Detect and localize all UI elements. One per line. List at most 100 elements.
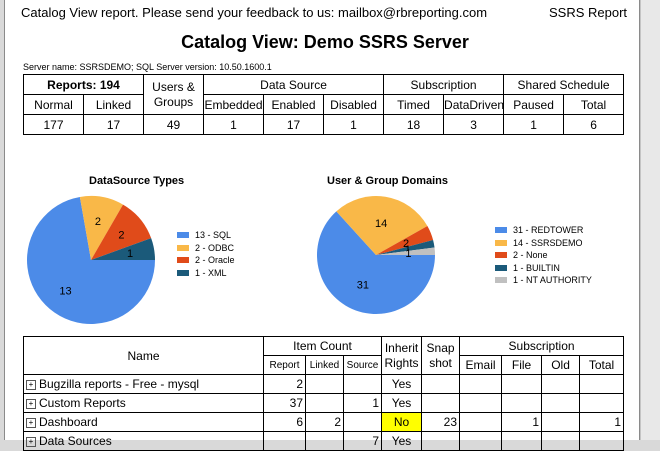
cell-source (342, 374, 383, 394)
legend-swatch (177, 232, 189, 239)
reports-header: Reports: 194 (22, 74, 145, 95)
stat-subheader: Embedded (203, 94, 265, 115)
pie-slice (317, 211, 435, 314)
row-name[interactable]: Custom Reports (39, 396, 126, 410)
slice-label: 31 (357, 280, 369, 292)
cell-file (501, 374, 543, 394)
data-source-header: Data Source (203, 74, 385, 95)
cell-source: 1 (342, 393, 383, 413)
col-subscription-header: Subscription (459, 336, 625, 356)
cell-email (459, 431, 503, 451)
col-source-header: Source (342, 355, 383, 375)
row-name[interactable]: Data Sources (39, 434, 112, 448)
expand-icon[interactable]: + (26, 398, 36, 409)
stat-value: 17 (263, 114, 325, 135)
legend-item: 31 - REDTOWER (495, 224, 592, 237)
cell-old (541, 393, 581, 413)
chart-title-domains: User & Group Domains (327, 175, 449, 187)
cell-linked (305, 374, 344, 394)
legend-label: 31 - REDTOWER (513, 225, 584, 236)
cell-file (501, 393, 543, 413)
stat-subheader: Normal (23, 94, 84, 115)
domains-legend: 31 - REDTOWER 14 - SSRSDEMO 2 - None 1 -… (495, 224, 592, 287)
legend-swatch (495, 252, 507, 259)
legend-swatch (495, 264, 507, 271)
cell-snapshot: 23 (421, 412, 461, 432)
legend-label: 2 - None (513, 250, 548, 261)
stat-value: 177 (23, 114, 84, 135)
pie-slice (376, 247, 435, 255)
col-report-header: Report (263, 355, 306, 375)
row-name[interactable]: Dashboard (39, 415, 98, 429)
stat-value: 49 (143, 114, 205, 135)
legend-item: 1 - XML (177, 267, 235, 280)
legend-label: 2 - Oracle (195, 255, 235, 266)
slice-label: 2 (118, 229, 124, 241)
ssrs-report-link[interactable]: SSRS Report (549, 5, 628, 20)
report-frame: Catalog View report. Please send your fe… (4, 0, 640, 451)
stat-value: 1 (503, 114, 565, 135)
legend-item: 14 - SSRSDEMO (495, 237, 592, 250)
col-item-count-header: Item Count (262, 336, 383, 356)
cell-report (263, 431, 306, 451)
stat-value: 3 (443, 114, 505, 135)
legend-swatch (495, 239, 507, 246)
cell-snapshot (421, 431, 461, 451)
stat-subheader: Linked (82, 94, 145, 115)
table-row: + Data Sources 7 Yes (23, 431, 625, 451)
users-groups-header: Users & Groups (143, 74, 205, 115)
cell-source: 7 (342, 431, 383, 451)
stat-value: 1 (323, 114, 385, 135)
pie-slice (376, 226, 434, 255)
cell-inherit: Yes (381, 393, 423, 413)
expand-icon[interactable]: + (26, 417, 36, 428)
table-row: + Dashboard 6 2 No 23 1 1 (23, 412, 625, 432)
stat-subheader: Timed (383, 94, 445, 115)
slice-label: 1 (127, 248, 133, 260)
row-name[interactable]: Bugzilla reports - Free - mysql (39, 377, 200, 391)
cell-report: 37 (263, 393, 306, 413)
cell-inherit: Yes (381, 431, 423, 451)
cell-linked (305, 431, 344, 451)
cell-file: 1 (501, 412, 543, 432)
legend-swatch (495, 227, 507, 234)
table-row: + Bugzilla reports - Free - mysql 2 Yes (23, 374, 625, 394)
cell-old (541, 412, 581, 432)
col-linked-header: Linked (305, 355, 344, 375)
slice-label: 1 (405, 248, 411, 260)
expand-icon[interactable]: + (26, 379, 36, 390)
stat-subheader: Enabled (263, 94, 325, 115)
stat-value: 1 (203, 114, 265, 135)
expand-icon[interactable]: + (26, 436, 36, 447)
legend-label: 1 - BUILTIN (513, 262, 560, 273)
legend-label: 1 - XML (195, 267, 227, 278)
chart-title-datasource: DataSource Types (89, 175, 185, 187)
legend-item: 13 - SQL (177, 229, 235, 242)
pie-slice (91, 238, 155, 260)
stat-value: 17 (82, 114, 145, 135)
cell-linked: 2 (305, 412, 344, 432)
table-row: + Custom Reports 37 1 Yes (23, 393, 625, 413)
stats-table: Reports: 194 Users & Groups Data Source … (22, 74, 625, 135)
items-table: Name Item Count Inherit Rights Snap shot… (23, 336, 625, 451)
legend-label: 2 - ODBC (195, 242, 235, 253)
col-total-header: Total (579, 355, 625, 375)
legend-label: 13 - SQL (195, 230, 232, 241)
col-old-header: Old (541, 355, 581, 375)
legend-item: 1 - NT AUTHORITY (495, 274, 592, 287)
cell-report: 6 (263, 412, 306, 432)
cell-file (501, 431, 543, 451)
slice-label: 13 (59, 285, 71, 297)
legend-swatch (177, 257, 189, 264)
cell-linked (305, 393, 344, 413)
col-file-header: File (501, 355, 543, 375)
vertical-scrollbar[interactable] (640, 0, 660, 440)
pie-slice (79, 196, 123, 260)
stat-subheader: DataDriven (443, 94, 505, 115)
cell-report: 2 (263, 374, 306, 394)
cell-total (579, 431, 625, 451)
server-info: Server name: SSRSDEMO; SQL Server versio… (23, 62, 272, 72)
col-name-header: Name (23, 336, 264, 375)
cell-snapshot (421, 393, 461, 413)
legend-item: 1 - BUILTIN (495, 262, 592, 275)
